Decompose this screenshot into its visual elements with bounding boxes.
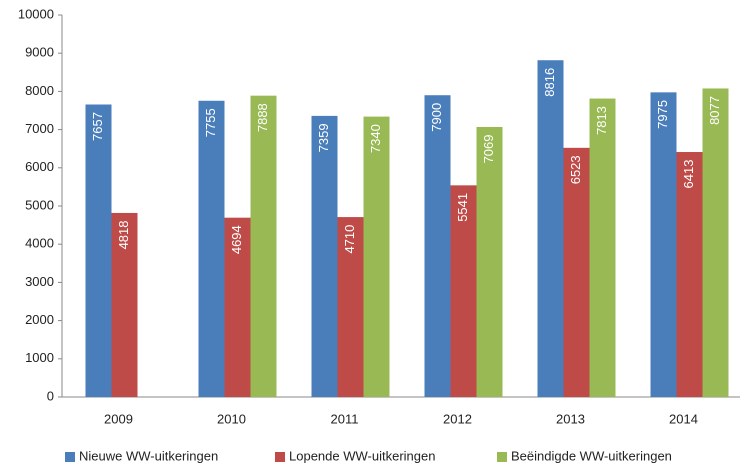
x-tick-label: 2010 <box>217 411 246 426</box>
value-label: 7900 <box>429 103 444 132</box>
legend-label: Beëindigde WW-uitkeringen <box>511 448 672 463</box>
value-label: 7888 <box>255 103 270 132</box>
value-label: 4694 <box>229 225 244 254</box>
y-tick-label: 3000 <box>25 274 54 289</box>
value-label: 6413 <box>681 160 696 189</box>
bar <box>450 185 477 397</box>
value-label: 7069 <box>481 135 496 164</box>
y-tick-label: 7000 <box>25 121 54 136</box>
bar <box>424 95 451 397</box>
y-tick-label: 5000 <box>25 197 54 212</box>
y-tick-label: 1000 <box>25 350 54 365</box>
x-tick-label: 2012 <box>443 411 472 426</box>
value-label: 8077 <box>707 96 722 125</box>
bar <box>563 147 590 397</box>
bar <box>337 217 364 397</box>
legend-label: Nieuwe WW-uitkeringen <box>79 448 218 463</box>
y-tick-label: 10000 <box>18 6 54 21</box>
bar <box>476 126 503 397</box>
bar <box>537 60 564 398</box>
value-label: 5541 <box>455 193 470 222</box>
legend-label: Lopende WW-uitkeringen <box>289 448 435 463</box>
legend-swatch <box>65 452 75 462</box>
x-tick-label: 2014 <box>669 411 698 426</box>
bar <box>311 115 338 397</box>
y-tick-label: 2000 <box>25 312 54 327</box>
bar <box>589 98 616 398</box>
x-tick-label: 2011 <box>331 411 359 426</box>
legend-swatch <box>275 452 285 462</box>
y-tick-label: 0 <box>47 388 54 403</box>
value-label: 7340 <box>368 124 383 153</box>
bar <box>363 116 390 397</box>
value-label: 7975 <box>655 100 670 129</box>
value-label: 7359 <box>316 123 331 152</box>
y-tick-label: 6000 <box>25 159 54 174</box>
x-tick-label: 2009 <box>104 411 133 426</box>
value-label: 7657 <box>90 112 105 141</box>
bar <box>111 212 138 397</box>
value-label: 7813 <box>594 106 609 135</box>
y-tick-label: 8000 <box>25 83 54 98</box>
x-tick-label: 2013 <box>556 411 585 426</box>
bar <box>250 95 277 397</box>
bar <box>224 217 251 397</box>
bar <box>198 100 225 397</box>
bar <box>676 152 703 397</box>
bar <box>85 104 112 398</box>
y-tick-label: 9000 <box>25 45 54 60</box>
value-label: 7755 <box>203 108 218 137</box>
value-label: 6523 <box>568 155 583 184</box>
bar <box>650 92 677 397</box>
y-tick-label: 4000 <box>25 236 54 251</box>
legend-swatch <box>497 452 507 462</box>
value-label: 4818 <box>116 220 131 249</box>
value-label: 4710 <box>342 225 357 254</box>
bar <box>702 88 729 397</box>
value-label: 8816 <box>542 68 557 97</box>
